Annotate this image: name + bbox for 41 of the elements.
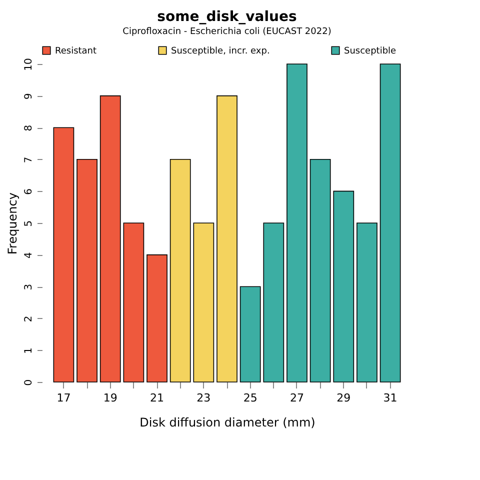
y-tick-label: 7 [24, 156, 34, 164]
bar [123, 222, 144, 382]
bar [216, 95, 238, 382]
bar [100, 95, 121, 382]
y-tick-label: 1 [24, 348, 34, 354]
y-tick-label: 3 [24, 284, 34, 290]
x-tick-label: 17 [56, 392, 71, 404]
x-axis-title: Disk diffusion diameter (mm) [140, 416, 316, 430]
bar [356, 222, 378, 382]
bar [310, 159, 331, 382]
x-tick-label: 19 [103, 392, 118, 404]
y-tick-label: 10 [24, 58, 34, 71]
y-tick-label: 9 [24, 93, 34, 100]
y-tick-label: 2 [24, 316, 34, 322]
y-tick-label: 6 [24, 188, 34, 195]
y-tick-label: 0 [24, 379, 34, 386]
x-tick-label: 29 [336, 392, 351, 404]
legend-label: Resistant [55, 46, 98, 57]
x-tick-label: 25 [243, 392, 258, 404]
x-tick-label: 23 [196, 392, 211, 404]
bar [170, 159, 191, 382]
chart-subtitle: Ciprofloxacin - Escherichia coli (EUCAST 2022) [122, 27, 332, 37]
y-tick-label: 5 [24, 220, 34, 227]
bar [76, 159, 98, 382]
y-tick-label: 4 [24, 252, 34, 258]
bar [53, 127, 74, 382]
bar [146, 254, 168, 382]
bar [333, 190, 354, 382]
bar [240, 286, 261, 382]
y-tick-label: 8 [24, 124, 34, 132]
bar [263, 222, 284, 382]
legend-label: Susceptible, incr. exp. [171, 46, 270, 57]
x-tick-label: 31 [383, 392, 398, 404]
y-axis-title: Frequency [6, 192, 20, 254]
bar [380, 64, 401, 382]
bar [193, 222, 214, 382]
x-tick-label: 27 [290, 392, 304, 404]
bar [286, 64, 308, 382]
legend-label: Susceptible [344, 46, 397, 57]
chart-title: some_disk_values [157, 9, 297, 25]
x-tick-label: 21 [150, 392, 164, 404]
